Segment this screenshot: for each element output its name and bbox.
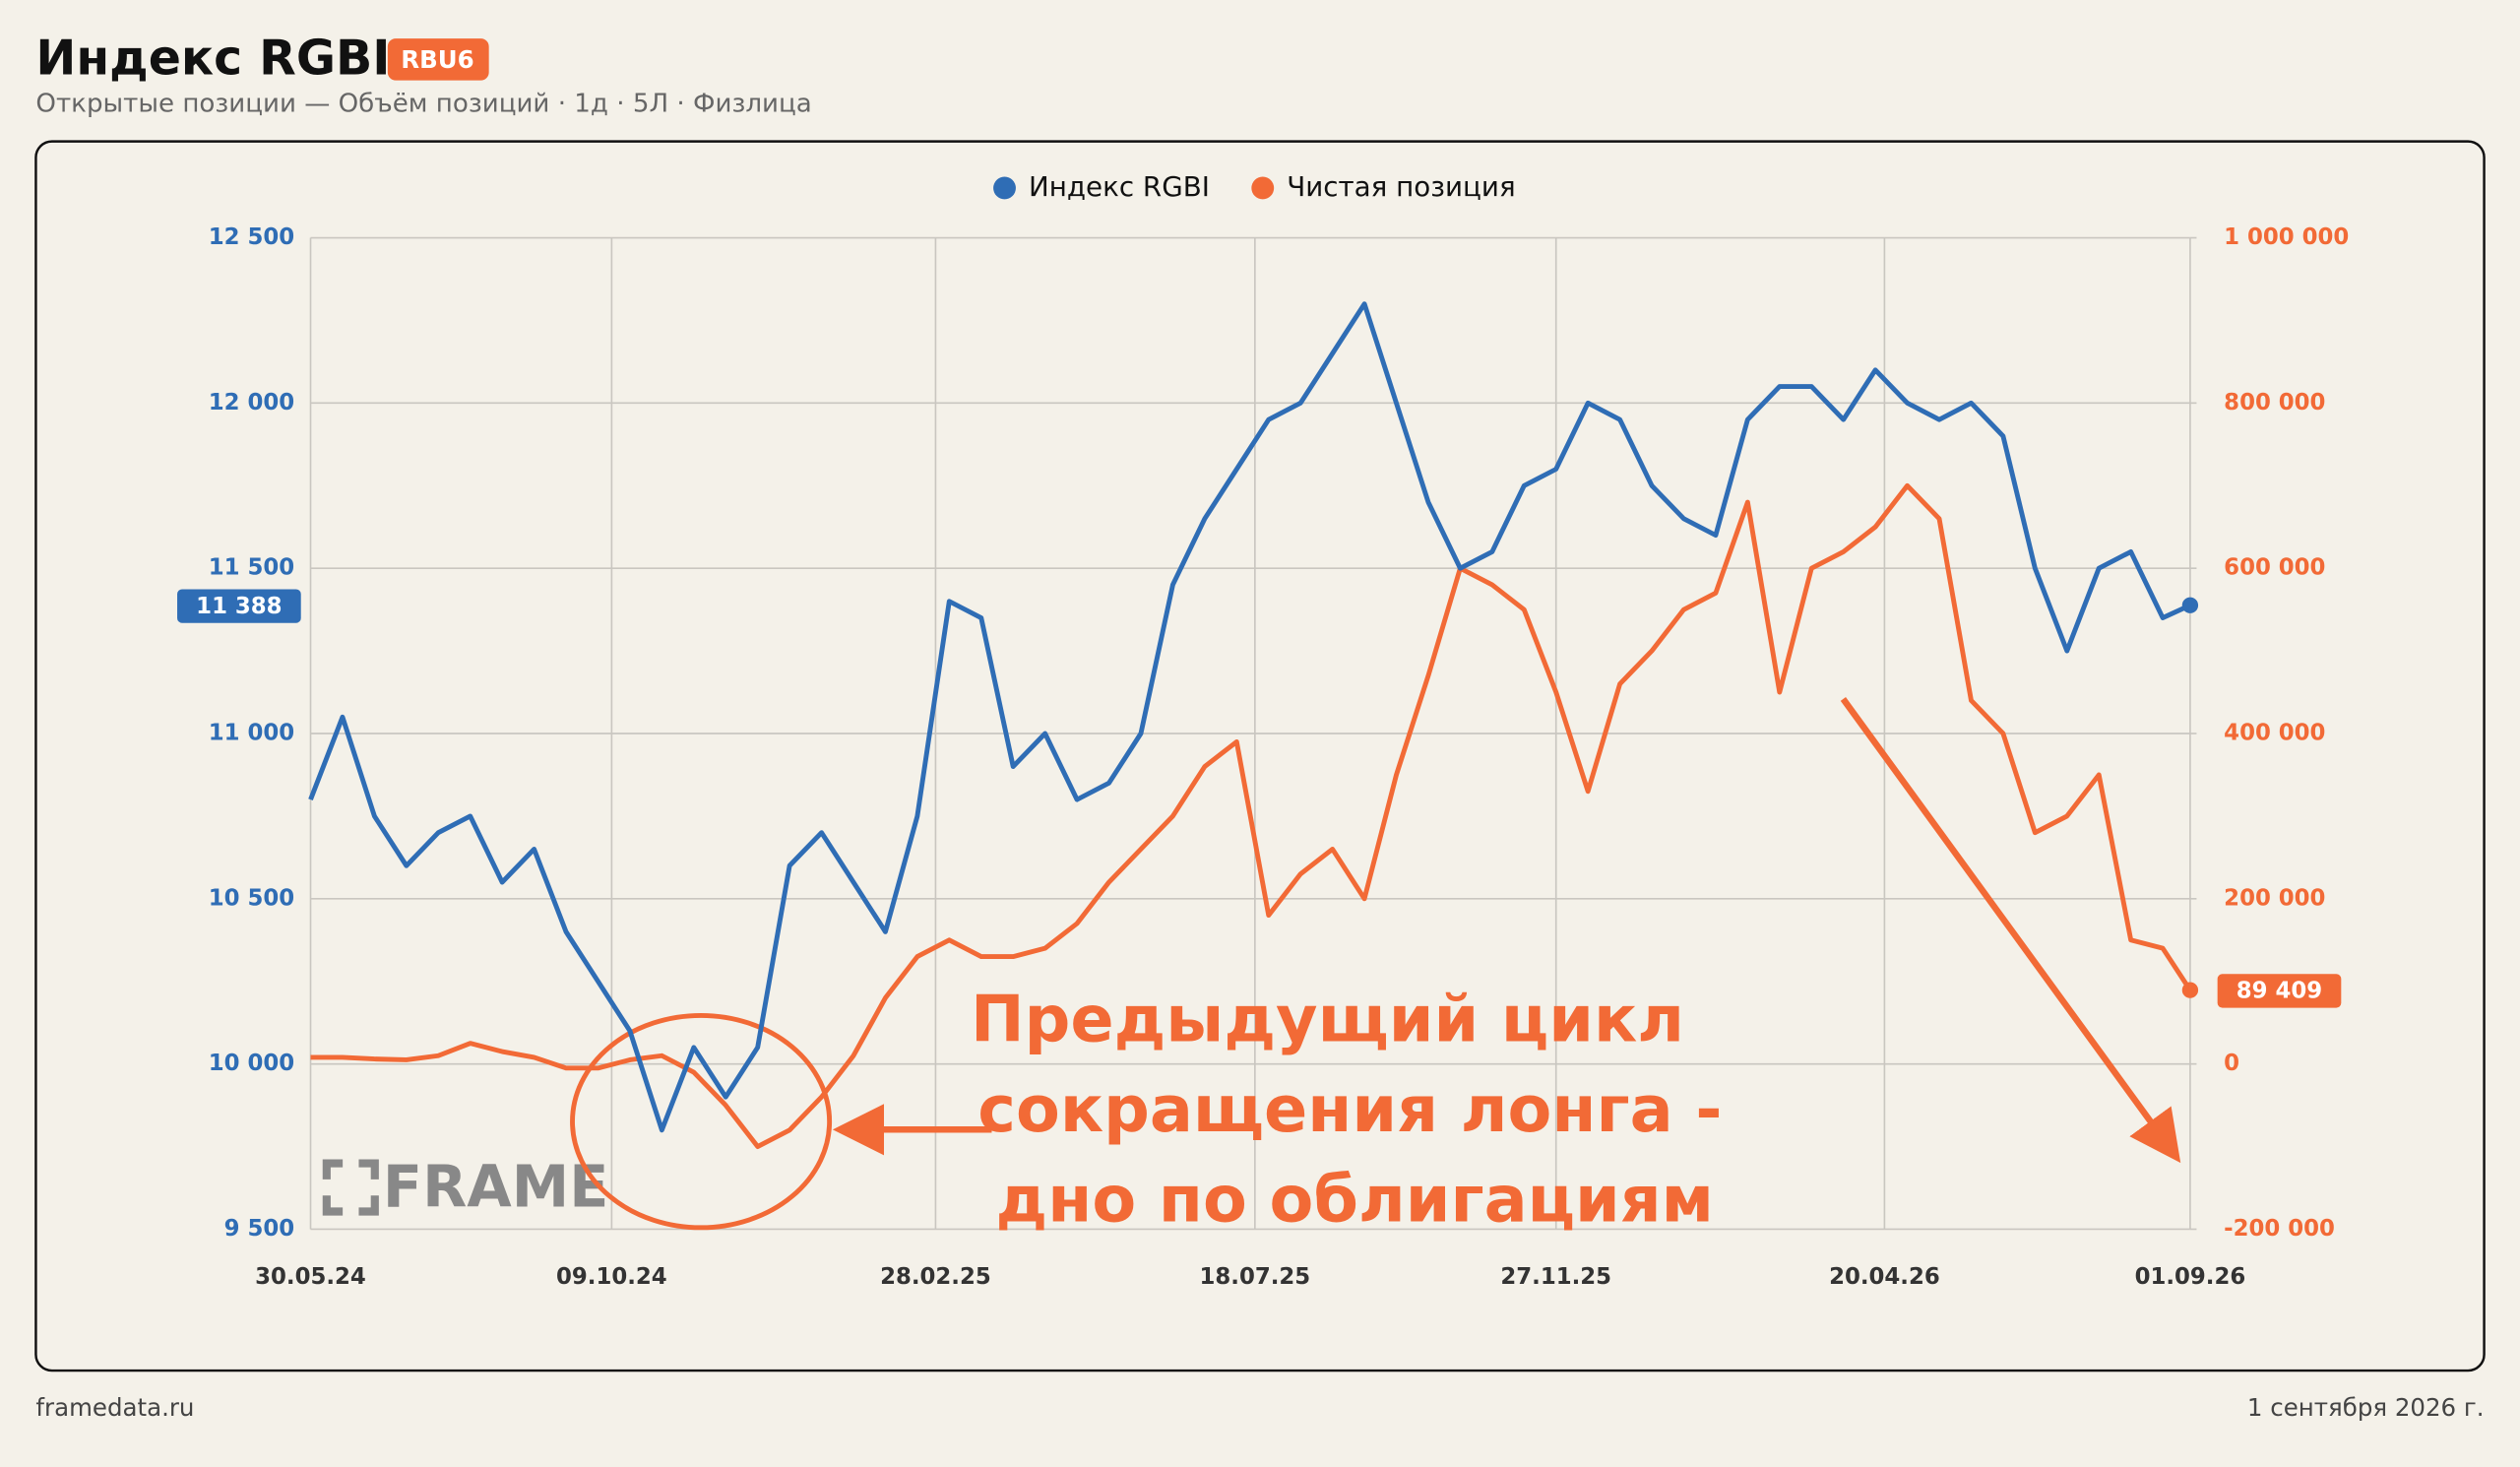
- series-line: [310, 482, 2192, 1149]
- y-tick-label: 12 500: [209, 224, 294, 250]
- arrow: [1840, 696, 2181, 1164]
- badge-bg: [387, 38, 489, 81]
- legend-marker: [993, 176, 1016, 200]
- y2-tick-label: 800 000: [2224, 390, 2325, 415]
- x-tick-label: 09.10.24: [556, 1264, 667, 1290]
- x-tick-label: 18.07.25: [1200, 1264, 1311, 1290]
- end-point: [2181, 597, 2199, 613]
- end-point: [2181, 982, 2199, 998]
- frame: [34, 140, 2486, 1372]
- legend-label: Индекс RGBI: [1029, 170, 1210, 203]
- badge: RBU6: [401, 45, 473, 74]
- x-tick-label: 27.11.25: [1500, 1264, 1611, 1290]
- value-badge: [2217, 974, 2342, 1008]
- x-tick-label: 20.04.26: [1829, 1264, 1940, 1290]
- y-tick-label: 10 500: [209, 885, 294, 911]
- y-tick-label: 11 500: [209, 555, 294, 581]
- y2-tick-label: -200 000: [2224, 1216, 2335, 1242]
- y-tick-label: 12 000: [209, 390, 294, 415]
- watermark-icon: [322, 1159, 379, 1216]
- x-tick-label: 28.02.25: [880, 1264, 991, 1290]
- legend-marker: [1251, 176, 1275, 200]
- y2-tick-label: 1 000 000: [2224, 224, 2349, 250]
- y2-tick-label: 0: [2224, 1051, 2239, 1076]
- subtitle: Открытые позиции — Объём позиций · 1д · …: [35, 90, 811, 119]
- annotation: дно по облигациям: [996, 1162, 1714, 1237]
- value-label: 89 409: [2236, 979, 2322, 1004]
- value-label: 11 388: [196, 594, 282, 619]
- value-badge: [177, 589, 301, 623]
- highlight-circle: [570, 1012, 833, 1231]
- x-tick-label: 01.09.26: [2135, 1264, 2246, 1290]
- y2-tick-label: 600 000: [2224, 555, 2325, 581]
- y-tick-label: 11 000: [209, 721, 294, 746]
- y-tick-label: 9 500: [224, 1216, 294, 1242]
- series-line: [308, 301, 2191, 1133]
- footer-date: 1 сентября 2026 г.: [2247, 1393, 2485, 1422]
- annotation: Предыдущий цикл: [971, 983, 1684, 1057]
- footer-source: framedata.ru: [35, 1393, 194, 1422]
- watermark: FRAME: [383, 1152, 608, 1220]
- title: Индекс RGBI: [35, 31, 390, 87]
- y2-tick-label: 400 000: [2224, 721, 2325, 746]
- y2-tick-label: 200 000: [2224, 885, 2325, 911]
- x-tick-label: 30.05.24: [255, 1264, 366, 1290]
- annotation: сокращения лонга -: [977, 1072, 1722, 1147]
- y-tick-label: 10 000: [209, 1051, 294, 1076]
- legend-label: Чистая позиция: [1287, 170, 1515, 203]
